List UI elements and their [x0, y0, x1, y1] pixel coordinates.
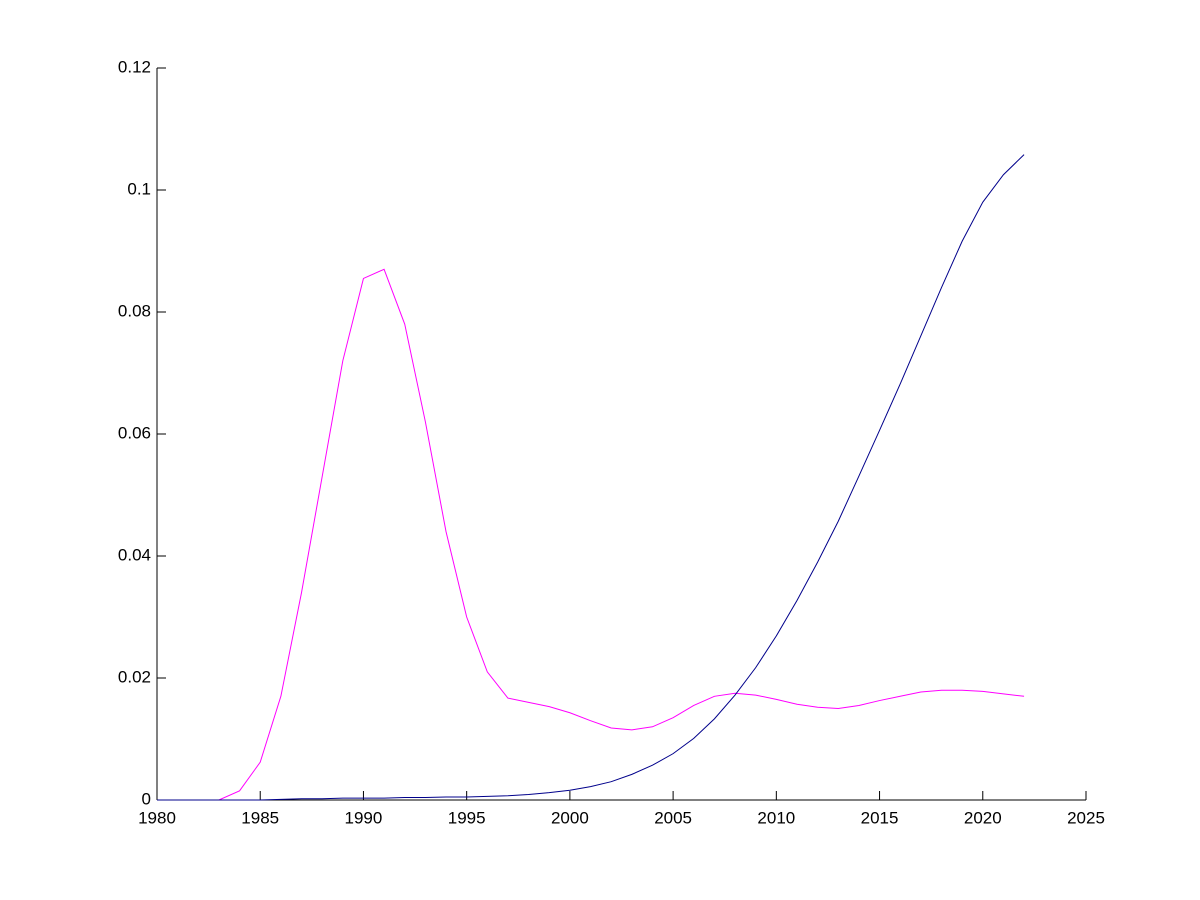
x-tick-label: 1995	[448, 808, 486, 827]
x-tick-label: 2025	[1067, 808, 1105, 827]
y-tick-label: 0.12	[118, 57, 151, 76]
x-tick-label: 1985	[241, 808, 279, 827]
y-tick-label: 0.06	[118, 423, 151, 442]
y-tick-label: 0.08	[118, 301, 151, 320]
x-tick-label: 1990	[345, 808, 383, 827]
x-tick-label: 2005	[654, 808, 692, 827]
x-tick-label: 2015	[861, 808, 899, 827]
y-tick-label: 0	[142, 789, 151, 808]
y-tick-label: 0.1	[127, 179, 151, 198]
x-tick-label: 2000	[551, 808, 589, 827]
y-tick-label: 0.02	[118, 667, 151, 686]
x-tick-label: 2020	[964, 808, 1002, 827]
y-tick-label: 0.04	[118, 545, 151, 564]
x-tick-label: 1980	[138, 808, 176, 827]
line-series	[157, 268, 1025, 801]
x-tick-label: 2010	[757, 808, 795, 827]
line-series	[157, 154, 1025, 801]
